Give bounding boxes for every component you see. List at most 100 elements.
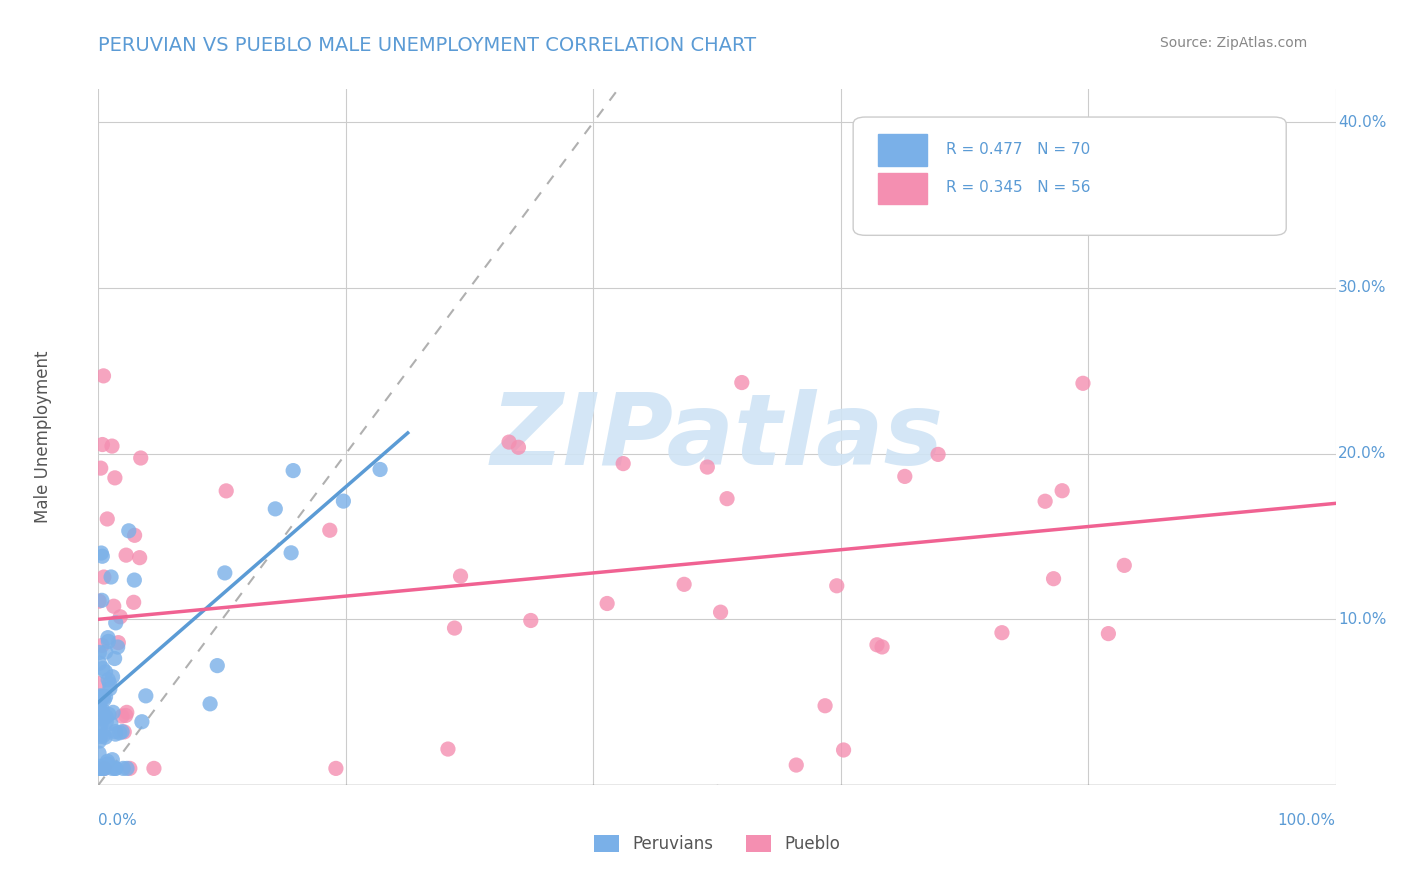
Peruvians [104,761,127,775]
Peruvians [91,549,114,564]
Peruvians [104,615,127,630]
Pueblo [112,725,135,739]
Pueblo [142,761,165,775]
Pueblo [673,577,696,591]
Peruvians [100,716,122,731]
Peruvians [264,501,287,516]
Peruvians [93,761,115,775]
Pueblo [115,548,138,562]
Pueblo [122,595,145,609]
Bar [877,135,928,166]
Pueblo [709,605,731,619]
Peruvians [112,761,135,775]
Peruvians [91,711,114,725]
Pueblo [508,440,530,454]
Peruvians [111,724,134,739]
Pueblo [111,709,134,723]
Pueblo [129,450,152,465]
Pueblo [785,758,807,772]
Peruvians [104,651,127,665]
Peruvians [131,714,153,729]
Pueblo [716,491,738,506]
Pueblo [731,376,754,390]
Pueblo [814,698,837,713]
Text: ZIPatlas: ZIPatlas [491,389,943,485]
Pueblo [596,597,619,611]
Peruvians [124,573,146,587]
Pueblo [87,594,110,608]
Peruvians [89,656,111,670]
Peruvians [94,730,117,744]
Pueblo [91,437,114,451]
Pueblo [114,708,136,723]
Peruvians [97,707,120,722]
Peruvians [90,718,112,732]
Pueblo [118,761,141,775]
Pueblo [101,439,124,453]
Peruvians [90,730,112,744]
Text: 0.0%: 0.0% [98,813,138,828]
Text: Source: ZipAtlas.com: Source: ZipAtlas.com [1160,36,1308,50]
Peruvians [97,634,120,648]
Pueblo [1097,626,1119,640]
Peruvians [89,734,111,748]
Peruvians [101,706,124,720]
Peruvians [87,761,110,775]
Pueblo [110,609,132,624]
Pueblo [115,706,138,720]
Peruvians [97,673,120,687]
Peruvians [280,546,302,560]
Text: R = 0.477   N = 70: R = 0.477 N = 70 [946,142,1090,157]
FancyBboxPatch shape [853,117,1286,235]
Peruvians [101,670,124,684]
Pueblo [93,761,115,775]
Peruvians [89,724,111,739]
Pueblo [215,483,238,498]
Pueblo [437,742,460,756]
Pueblo [927,447,949,461]
Text: PERUVIAN VS PUEBLO MALE UNEMPLOYMENT CORRELATION CHART: PERUVIAN VS PUEBLO MALE UNEMPLOYMENT COR… [98,36,756,54]
Peruvians [115,761,138,775]
Bar [877,173,928,204]
Peruvians [97,631,120,645]
Pueblo [612,457,634,471]
Peruvians [96,755,118,769]
Pueblo [93,570,115,584]
Text: 40.0%: 40.0% [1339,115,1386,130]
Peruvians [93,692,115,706]
Peruvians [90,689,112,703]
Peruvians [107,640,129,654]
Pueblo [103,599,125,614]
Legend: Peruvians, Pueblo: Peruvians, Pueblo [586,829,848,860]
Peruvians [87,746,110,760]
Pueblo [91,639,114,653]
Pueblo [1071,376,1094,391]
Peruvians [96,710,118,724]
Peruvians [91,761,114,775]
Peruvians [104,761,127,775]
Peruvians [89,701,111,715]
Text: 100.0%: 100.0% [1278,813,1336,828]
Pueblo [870,640,893,654]
Peruvians [118,524,141,538]
Peruvians [101,761,124,775]
Pueblo [104,471,127,485]
Peruvians [94,665,117,679]
Pueblo [1033,494,1056,508]
Text: 10.0%: 10.0% [1339,612,1386,627]
Peruvians [89,645,111,659]
Peruvians [98,676,121,690]
Peruvians [94,645,117,659]
Peruvians [90,546,112,560]
Pueblo [866,638,889,652]
Peruvians [135,689,157,703]
Peruvians [93,729,115,743]
Peruvians [98,681,121,696]
Pueblo [991,625,1014,640]
Peruvians [104,727,127,741]
Peruvians [91,661,114,675]
Peruvians [89,703,111,717]
Peruvians [283,464,305,478]
Pueblo [96,512,118,526]
Peruvians [207,658,229,673]
